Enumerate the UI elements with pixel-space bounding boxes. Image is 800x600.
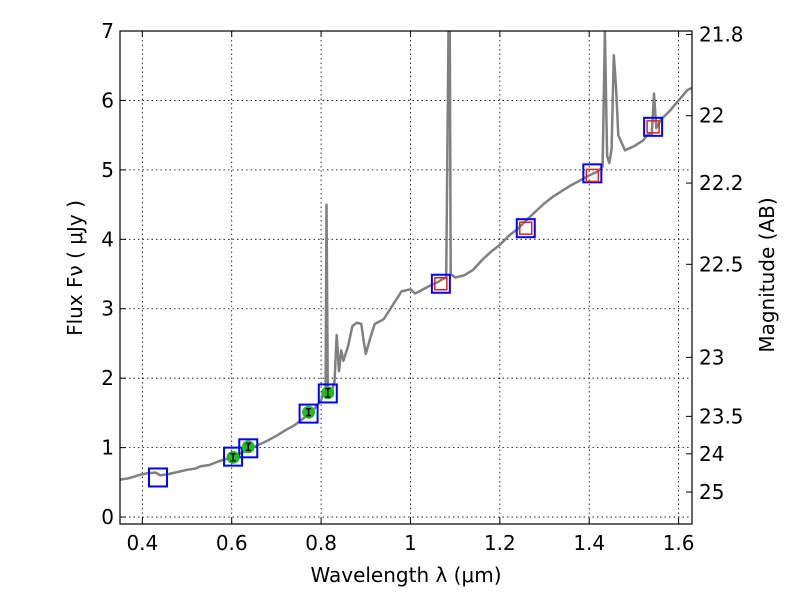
observed-filter-box (317, 383, 338, 404)
observed-filter-box (515, 218, 536, 239)
x-tick-label: 1.4 (573, 531, 605, 555)
y-tick-label: 2 (101, 366, 114, 390)
model-photometry-box (646, 120, 660, 134)
filter-boxes-layer (147, 116, 664, 488)
y-axis-right-label: Magnitude (AB) (755, 197, 779, 352)
x-axis-label: Wavelength λ (μm) (310, 563, 501, 587)
y-tick-label: 5 (101, 158, 114, 182)
right-tick-label: 23 (699, 345, 724, 369)
model-photometry-box (585, 168, 600, 183)
observed-filter-box (147, 467, 168, 488)
y-axis-label: Flux Fν ( μJy ) (63, 200, 87, 336)
observed-filter-box (298, 403, 319, 424)
right-tick-label: 24 (699, 442, 724, 466)
observed-filter-box (643, 116, 664, 137)
y-tick-label: 1 (101, 436, 114, 460)
right-tick-label: 21.8 (699, 22, 744, 46)
x-tick-label: 1.6 (663, 531, 695, 555)
observed-filter-box (582, 163, 603, 184)
x-tick-label: 1 (404, 531, 417, 555)
measured-points-layer (226, 386, 335, 464)
right-tick-label: 23.5 (699, 404, 744, 428)
plot-background (120, 31, 692, 524)
right-tick-label: 22 (699, 104, 724, 128)
plot-frame (119, 30, 693, 525)
right-tick-label: 25 (699, 480, 724, 504)
y-tick-label: 7 (101, 19, 114, 43)
x-tick-label: 0.4 (126, 531, 158, 555)
x-tick-label: 0.6 (216, 531, 248, 555)
right-tick-label: 22.2 (699, 171, 744, 195)
observed-filter-box (238, 438, 259, 459)
right-tick-label: 22.5 (699, 252, 744, 276)
observed-filter-box (430, 273, 451, 294)
y-tick-label: 3 (101, 297, 114, 321)
x-tick-label: 1.2 (484, 531, 516, 555)
model-photometry-box (434, 276, 448, 291)
x-tick-label: 0.8 (305, 531, 337, 555)
y-tick-label: 4 (101, 227, 114, 251)
y-tick-label: 6 (101, 88, 114, 112)
y-tick-label: 0 (101, 505, 114, 529)
model-photometry-box (519, 221, 533, 235)
